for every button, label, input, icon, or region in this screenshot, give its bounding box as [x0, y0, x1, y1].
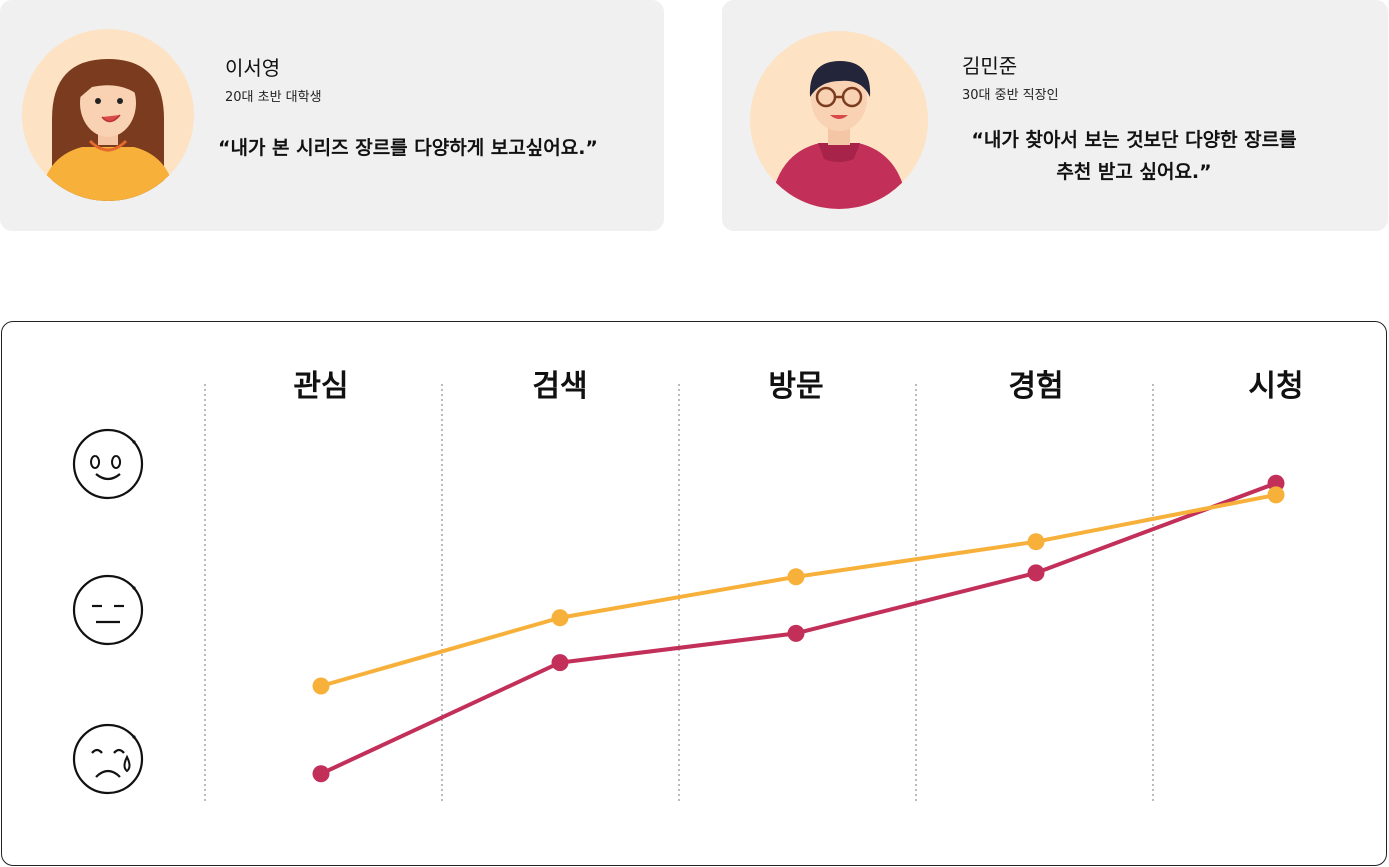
avatar-male — [750, 31, 928, 209]
persona-description: 20대 초반 대학생 — [225, 90, 322, 105]
series-1-point-5 — [1267, 474, 1285, 492]
series-1-point-2 — [551, 654, 569, 672]
persona-description: 30대 중반 직장인 — [962, 88, 1059, 103]
emotion-journey-chart: 관심 검색 방문 경험 시청 — [1, 321, 1387, 866]
stage-label-1: 관심 — [293, 369, 348, 404]
series-2-point-5 — [1267, 486, 1285, 504]
persona-card-2: 김민준 30대 중반 직장인 “내가 찾아서 보는 것보단 다양한 장르를 추천… — [722, 0, 1388, 231]
series-2-point-3 — [787, 568, 805, 586]
persona-name: 김민준 — [962, 54, 1018, 78]
series-2-point-2 — [551, 609, 569, 627]
chart-canvas: 관심 검색 방문 경험 시청 — [72, 369, 1304, 804]
stage-label-4: 경험 — [1008, 369, 1063, 404]
persona-name: 이서영 — [225, 56, 281, 80]
series-1-point-3 — [787, 624, 805, 642]
persona-quote-line-2: 추천 받고 싶어요.” — [1056, 161, 1212, 183]
series-line-2 — [320, 492, 1277, 688]
happy-face-icon — [72, 428, 144, 500]
persona-quote: “내가 본 시리즈 장르를 다양하게 보고싶어요.” — [218, 137, 598, 159]
persona-card-1: 이서영 20대 초반 대학생 “내가 본 시리즈 장르를 다양하게 보고싶어요.… — [0, 0, 664, 231]
stage-label-3: 방문 — [768, 369, 823, 404]
avatar-female — [22, 29, 194, 201]
series-1-point-1 — [312, 765, 330, 783]
crying-face-icon — [72, 723, 144, 795]
stage-label-2: 검색 — [532, 369, 587, 404]
series-2-point-4 — [1027, 533, 1045, 551]
persona-quote-line-1: “내가 찾아서 보는 것보단 다양한 장르를 — [971, 129, 1297, 151]
series-1-point-4 — [1027, 564, 1045, 582]
neutral-face-icon — [72, 574, 144, 646]
series-2-point-1 — [312, 677, 330, 695]
persona-quote: “내가 찾아서 보는 것보단 다양한 장르를 추천 받고 싶어요.” — [954, 124, 1314, 188]
stage-label-5: 시청 — [1248, 369, 1303, 404]
